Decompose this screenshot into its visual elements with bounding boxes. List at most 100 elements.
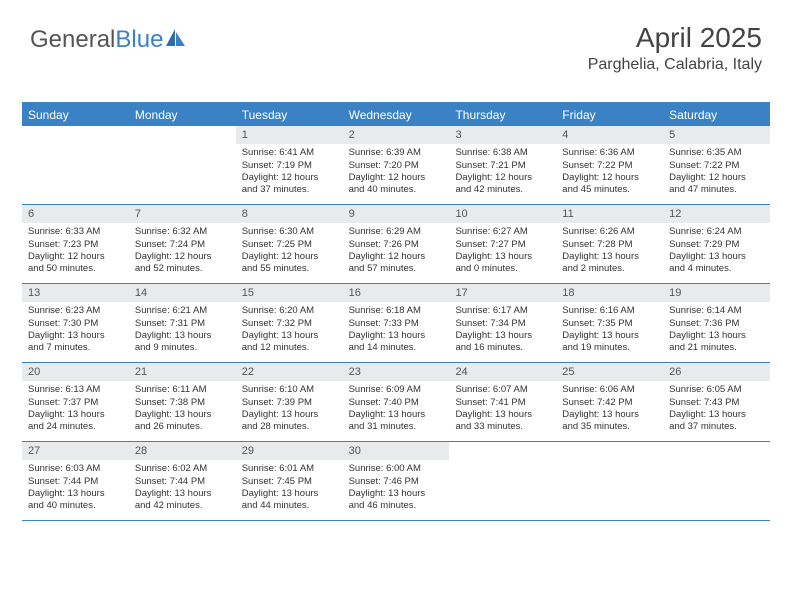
calendar-cell: 26Sunrise: 6:05 AMSunset: 7:43 PMDayligh… [663, 363, 770, 441]
calendar-week: 6Sunrise: 6:33 AMSunset: 7:23 PMDaylight… [22, 205, 770, 284]
calendar-week: 13Sunrise: 6:23 AMSunset: 7:30 PMDayligh… [22, 284, 770, 363]
day-number: 16 [343, 284, 450, 302]
sunset-text: Sunset: 7:35 PM [562, 318, 657, 330]
calendar-cell: 16Sunrise: 6:18 AMSunset: 7:33 PMDayligh… [343, 284, 450, 362]
day-number: 6 [22, 205, 129, 223]
sunrise-text: Sunrise: 6:17 AM [455, 305, 550, 317]
day-body: Sunrise: 6:23 AMSunset: 7:30 PMDaylight:… [22, 302, 129, 359]
day-body: Sunrise: 6:07 AMSunset: 7:41 PMDaylight:… [449, 381, 556, 438]
day-number: 22 [236, 363, 343, 381]
calendar-cell: 20Sunrise: 6:13 AMSunset: 7:37 PMDayligh… [22, 363, 129, 441]
day-body: Sunrise: 6:13 AMSunset: 7:37 PMDaylight:… [22, 381, 129, 438]
daylight-text: Daylight: 13 hours and 2 minutes. [562, 251, 657, 276]
location-subtitle: Parghelia, Calabria, Italy [588, 56, 762, 74]
day-number: 14 [129, 284, 236, 302]
day-number: 27 [22, 442, 129, 460]
sunrise-text: Sunrise: 6:38 AM [455, 147, 550, 159]
sunset-text: Sunset: 7:28 PM [562, 239, 657, 251]
sunrise-text: Sunrise: 6:24 AM [669, 226, 764, 238]
day-body: Sunrise: 6:18 AMSunset: 7:33 PMDaylight:… [343, 302, 450, 359]
day-number: 17 [449, 284, 556, 302]
day-number: 23 [343, 363, 450, 381]
sunrise-text: Sunrise: 6:27 AM [455, 226, 550, 238]
sunset-text: Sunset: 7:41 PM [455, 397, 550, 409]
daylight-text: Daylight: 13 hours and 19 minutes. [562, 330, 657, 355]
calendar-cell: 28Sunrise: 6:02 AMSunset: 7:44 PMDayligh… [129, 442, 236, 520]
sunset-text: Sunset: 7:46 PM [349, 476, 444, 488]
calendar-cell: 30Sunrise: 6:00 AMSunset: 7:46 PMDayligh… [343, 442, 450, 520]
weekday-header: Friday [556, 104, 663, 126]
sunrise-text: Sunrise: 6:23 AM [28, 305, 123, 317]
calendar-cell: . [129, 126, 236, 204]
sunset-text: Sunset: 7:32 PM [242, 318, 337, 330]
sunset-text: Sunset: 7:44 PM [135, 476, 230, 488]
daylight-text: Daylight: 13 hours and 31 minutes. [349, 409, 444, 434]
daylight-text: Daylight: 13 hours and 40 minutes. [28, 488, 123, 513]
calendar-cell: 1Sunrise: 6:41 AMSunset: 7:19 PMDaylight… [236, 126, 343, 204]
day-number: 2 [343, 126, 450, 144]
day-number: 20 [22, 363, 129, 381]
sunset-text: Sunset: 7:31 PM [135, 318, 230, 330]
calendar-cell: 10Sunrise: 6:27 AMSunset: 7:27 PMDayligh… [449, 205, 556, 283]
sunrise-text: Sunrise: 6:21 AM [135, 305, 230, 317]
sunset-text: Sunset: 7:29 PM [669, 239, 764, 251]
sunset-text: Sunset: 7:27 PM [455, 239, 550, 251]
day-number: 12 [663, 205, 770, 223]
sunset-text: Sunset: 7:22 PM [669, 160, 764, 172]
brand-text: GeneralBlue [30, 26, 163, 54]
sail-icon [165, 28, 187, 53]
day-body: Sunrise: 6:36 AMSunset: 7:22 PMDaylight:… [556, 144, 663, 201]
sunset-text: Sunset: 7:20 PM [349, 160, 444, 172]
daylight-text: Daylight: 13 hours and 7 minutes. [28, 330, 123, 355]
month-title: April 2025 [588, 22, 762, 54]
calendar-cell: 27Sunrise: 6:03 AMSunset: 7:44 PMDayligh… [22, 442, 129, 520]
day-number: 8 [236, 205, 343, 223]
sunset-text: Sunset: 7:45 PM [242, 476, 337, 488]
sunrise-text: Sunrise: 6:10 AM [242, 384, 337, 396]
sunrise-text: Sunrise: 6:32 AM [135, 226, 230, 238]
day-body: Sunrise: 6:21 AMSunset: 7:31 PMDaylight:… [129, 302, 236, 359]
calendar-cell: 8Sunrise: 6:30 AMSunset: 7:25 PMDaylight… [236, 205, 343, 283]
weekday-header: Sunday [22, 104, 129, 126]
sunset-text: Sunset: 7:24 PM [135, 239, 230, 251]
daylight-text: Daylight: 12 hours and 37 minutes. [242, 172, 337, 197]
sunset-text: Sunset: 7:44 PM [28, 476, 123, 488]
calendar-cell: 9Sunrise: 6:29 AMSunset: 7:26 PMDaylight… [343, 205, 450, 283]
brand-logo: GeneralBlue [30, 26, 187, 54]
daylight-text: Daylight: 13 hours and 21 minutes. [669, 330, 764, 355]
sunrise-text: Sunrise: 6:14 AM [669, 305, 764, 317]
daylight-text: Daylight: 13 hours and 12 minutes. [242, 330, 337, 355]
sunrise-text: Sunrise: 6:00 AM [349, 463, 444, 475]
calendar-cell: 18Sunrise: 6:16 AMSunset: 7:35 PMDayligh… [556, 284, 663, 362]
sunrise-text: Sunrise: 6:41 AM [242, 147, 337, 159]
sunset-text: Sunset: 7:25 PM [242, 239, 337, 251]
sunrise-text: Sunrise: 6:30 AM [242, 226, 337, 238]
sunset-text: Sunset: 7:38 PM [135, 397, 230, 409]
day-number: 19 [663, 284, 770, 302]
calendar-cell: 29Sunrise: 6:01 AMSunset: 7:45 PMDayligh… [236, 442, 343, 520]
sunrise-text: Sunrise: 6:29 AM [349, 226, 444, 238]
day-body: Sunrise: 6:35 AMSunset: 7:22 PMDaylight:… [663, 144, 770, 201]
calendar-cell: 14Sunrise: 6:21 AMSunset: 7:31 PMDayligh… [129, 284, 236, 362]
day-body: Sunrise: 6:10 AMSunset: 7:39 PMDaylight:… [236, 381, 343, 438]
day-body: Sunrise: 6:17 AMSunset: 7:34 PMDaylight:… [449, 302, 556, 359]
calendar-grid: Sunday Monday Tuesday Wednesday Thursday… [22, 102, 770, 521]
sunrise-text: Sunrise: 6:11 AM [135, 384, 230, 396]
weekday-header: Saturday [663, 104, 770, 126]
sunset-text: Sunset: 7:30 PM [28, 318, 123, 330]
day-body: Sunrise: 6:11 AMSunset: 7:38 PMDaylight:… [129, 381, 236, 438]
weekday-header: Wednesday [343, 104, 450, 126]
sunset-text: Sunset: 7:22 PM [562, 160, 657, 172]
sunrise-text: Sunrise: 6:33 AM [28, 226, 123, 238]
day-number: 25 [556, 363, 663, 381]
weekday-header: Tuesday [236, 104, 343, 126]
calendar-cell: 13Sunrise: 6:23 AMSunset: 7:30 PMDayligh… [22, 284, 129, 362]
day-number: 24 [449, 363, 556, 381]
daylight-text: Daylight: 13 hours and 16 minutes. [455, 330, 550, 355]
day-number: 7 [129, 205, 236, 223]
daylight-text: Daylight: 13 hours and 28 minutes. [242, 409, 337, 434]
sunrise-text: Sunrise: 6:06 AM [562, 384, 657, 396]
weekday-header-row: Sunday Monday Tuesday Wednesday Thursday… [22, 104, 770, 126]
day-body: Sunrise: 6:26 AMSunset: 7:28 PMDaylight:… [556, 223, 663, 280]
sunset-text: Sunset: 7:26 PM [349, 239, 444, 251]
